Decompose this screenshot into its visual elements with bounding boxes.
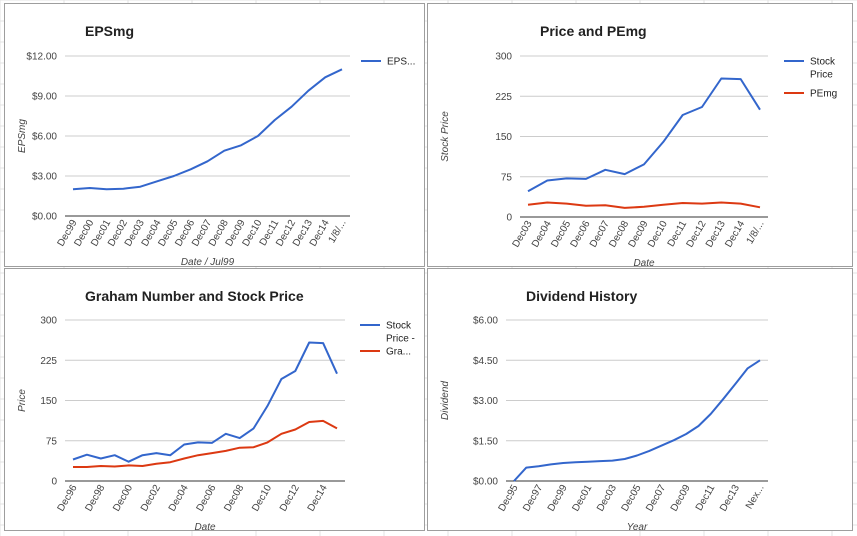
chart-title: Graham Number and Stock Price (85, 288, 304, 304)
y-tick-label: $0.00 (473, 477, 498, 488)
y-tick-label: $6.00 (32, 132, 57, 143)
chart-graham-number-svg: Graham Number and Stock Price 0 75 150 225 30… (17, 288, 415, 533)
x-tick-label: Dec10 (250, 483, 274, 514)
series-line-1 (73, 419, 338, 468)
y-tick-label: 225 (40, 356, 57, 367)
chart-price-and-pemg-svg: Price and PEmg075150225300Dec03Dec04Dec0… (440, 23, 837, 269)
y-tick-label: $3.00 (32, 172, 57, 183)
x-tick-label: Dec08 (222, 483, 246, 514)
x-tick-label: Dec04 (167, 483, 191, 514)
chart-title: Dividend History (526, 288, 637, 304)
x-axis-title: Date (194, 522, 216, 533)
chart-graham-number[interactable]: Graham Number and Stock Price 0 75 150 225 30… (4, 268, 425, 533)
y-axis-title: Dividend (440, 381, 451, 420)
legend-label: Stock Price -Gra... (386, 321, 415, 358)
x-tick-label: Nex... (744, 483, 767, 511)
x-tick-label: Dec00 (111, 483, 135, 514)
x-tick-label: Dec05 (620, 483, 644, 514)
series-line-1 (527, 201, 761, 209)
x-tick-label: Dec09 (669, 483, 693, 514)
chart-title: Price and PEmg (540, 23, 647, 39)
x-tick-label: Dec14 (723, 219, 747, 250)
y-tick-label: $1.50 (473, 436, 498, 447)
y-axis-title: Stock Price (440, 111, 451, 162)
chart-dividend-history[interactable]: Dividend History $0.00 $1.50 $3.00 $4.50 $6.0… (427, 268, 853, 533)
y-axis-title: EPSmg (17, 119, 28, 153)
chart-dividend-history-svg: Dividend History $0.00 $1.50 $3.00 $4.50 $6.0… (440, 288, 768, 533)
series-line-0 (513, 359, 761, 482)
x-tick-label: Dec07 (644, 483, 668, 514)
y-tick-label: $9.00 (32, 92, 57, 103)
y-axis-title: Price (17, 389, 28, 412)
x-tick-label: Dec99 (546, 483, 570, 514)
x-tick-label: Dec95 (497, 483, 521, 514)
x-tick-label: Dec14 (306, 483, 330, 514)
y-tick-label: $4.50 (473, 356, 498, 367)
chart-epsmg-svg: EPSmg$0.00$3.00$6.00$9.00$12.00Dec99Dec0… (17, 23, 415, 268)
y-tick-label: $0.00 (32, 212, 57, 223)
y-tick-label: 0 (51, 477, 57, 488)
x-tick-label: Dec12 (278, 483, 302, 514)
x-tick-label: Dec01 (570, 483, 594, 514)
x-tick-label: Dec03 (595, 483, 619, 514)
y-tick-label: 225 (495, 92, 512, 103)
x-axis-title: Date / Jul99 (181, 257, 235, 268)
y-tick-label: $12.00 (26, 52, 57, 63)
chart-price-and-pemg[interactable]: Price and PEmg 0 75 150 225 300 Dec03 Dec04 Dec0… (427, 3, 853, 269)
x-tick-label: Dec02 (139, 483, 163, 514)
x-tick-label: 1/8/... (327, 218, 349, 245)
x-tick-label: Dec96 (56, 483, 80, 514)
y-tick-label: 0 (506, 213, 512, 224)
x-tick-label: Dec98 (83, 483, 107, 514)
y-tick-label: 150 (495, 132, 512, 143)
x-axis-title: Year (627, 522, 648, 533)
x-tick-label: Dec11 (694, 483, 718, 513)
legend-label: PEmg (810, 89, 837, 100)
chart-epsmg[interactable]: EPSmg $0.00 $3.00 $6.00 $9.00 $12.00 Dec99 Dec0… (4, 3, 425, 268)
y-tick-label: $6.00 (473, 316, 498, 327)
chart-title: EPSmg (85, 23, 134, 39)
series-line-0 (527, 77, 761, 193)
y-tick-label: 300 (495, 52, 512, 63)
legend-label: Stock Price (810, 57, 836, 81)
x-tick-label: Dec06 (195, 483, 219, 514)
x-axis-title: Date (633, 258, 655, 269)
y-tick-label: 150 (40, 396, 57, 407)
legend-label: EPS... (387, 57, 415, 68)
y-tick-label: 75 (501, 172, 513, 183)
y-tick-label: $3.00 (473, 396, 498, 407)
x-tick-label: 1/8/... (745, 219, 767, 246)
x-tick-label: Dec97 (521, 483, 545, 514)
series-line-0 (72, 341, 338, 463)
y-tick-label: 300 (40, 316, 57, 327)
y-tick-label: 75 (46, 436, 58, 447)
x-tick-label: Dec13 (718, 483, 742, 514)
series-line-0 (72, 68, 343, 191)
